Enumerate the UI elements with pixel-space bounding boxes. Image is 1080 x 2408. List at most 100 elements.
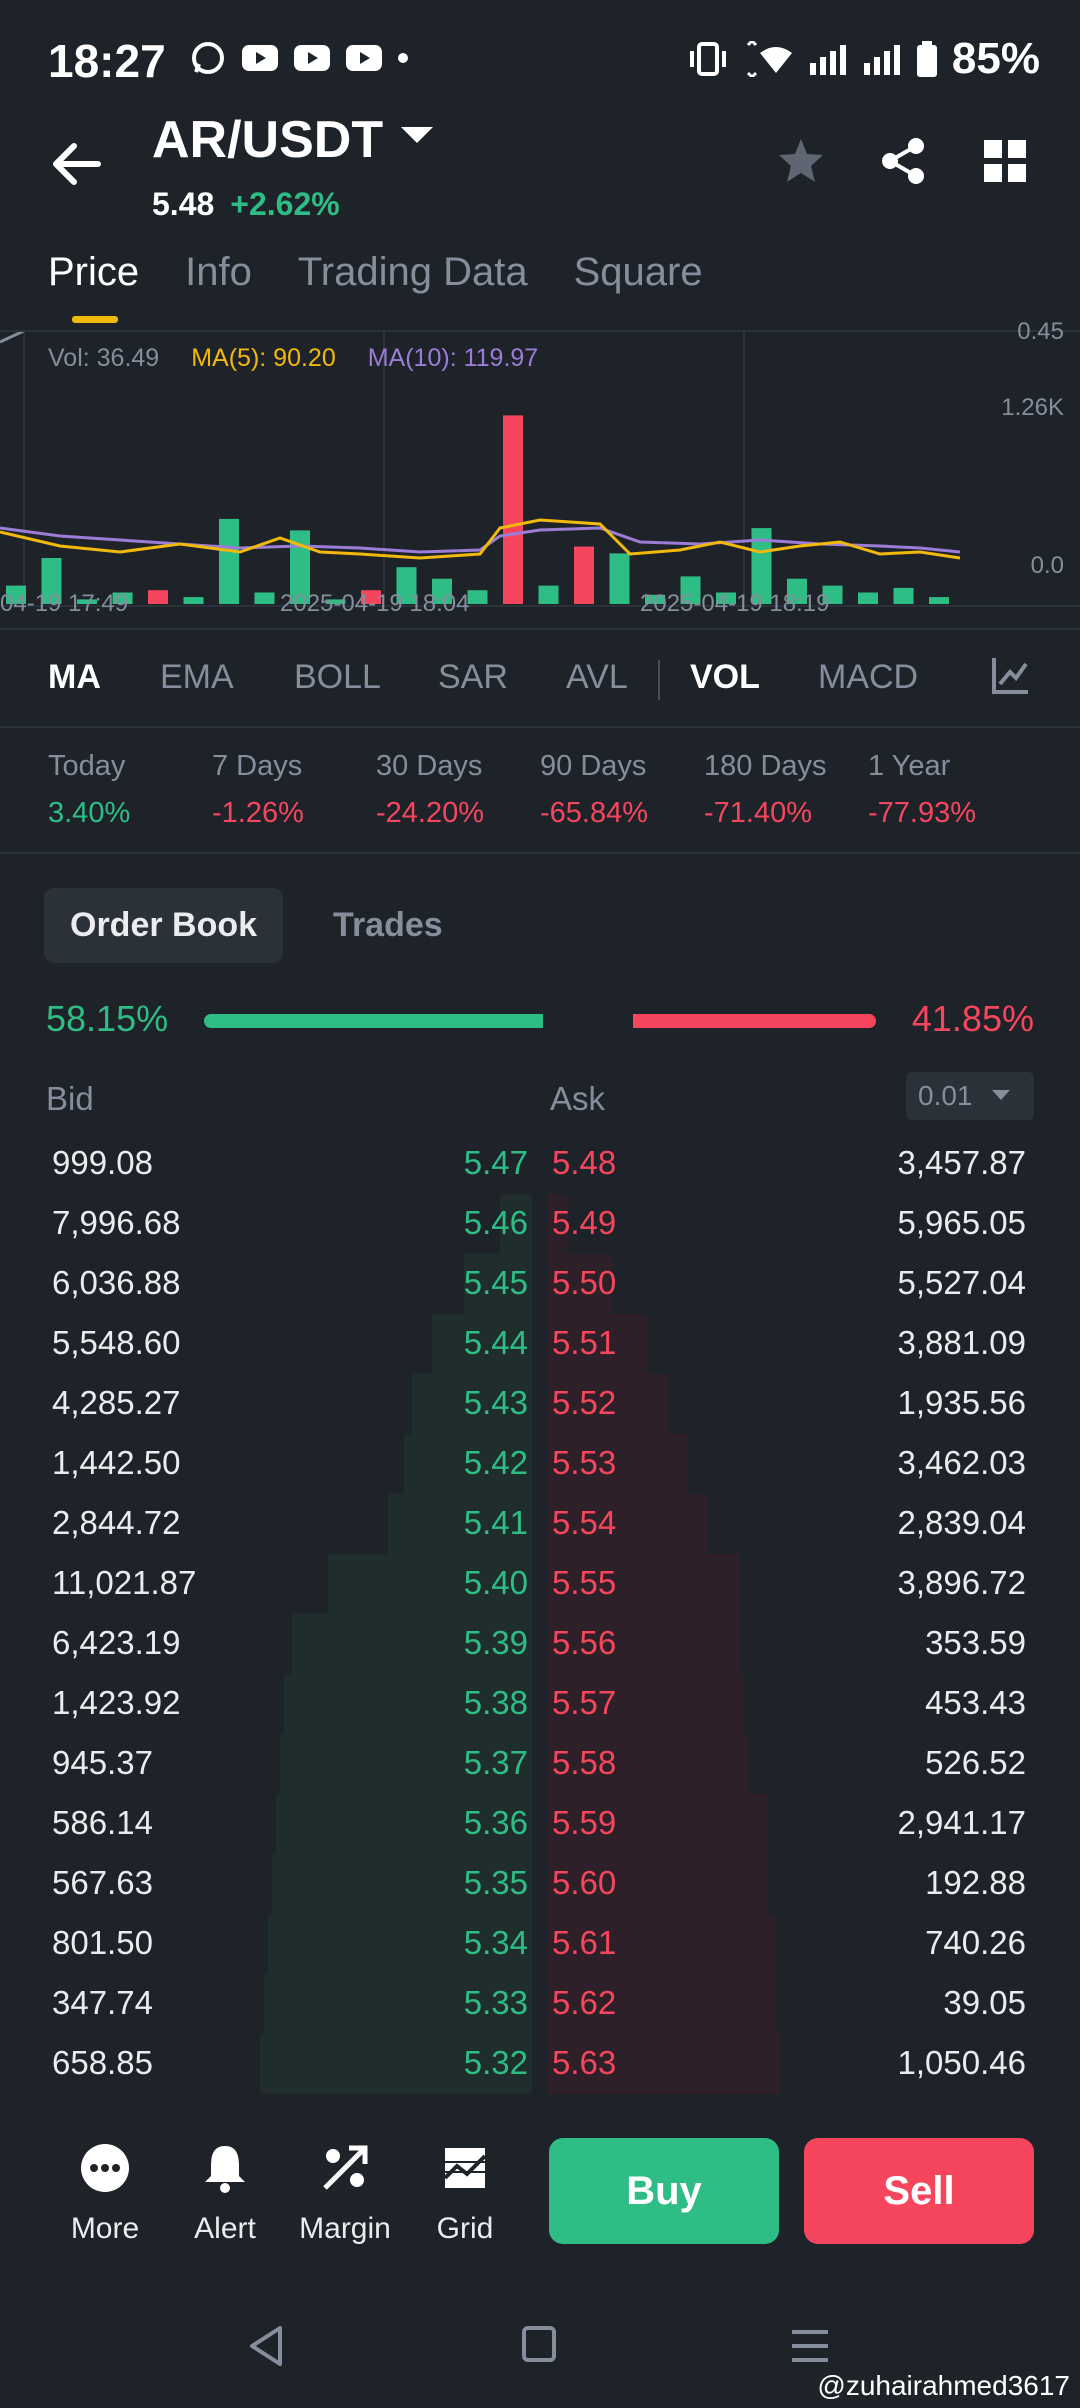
ask-price: 5.59 [552,1804,617,1841]
system-icons: 85% [686,34,1040,84]
star-icon[interactable] [776,136,826,186]
volume-bar [396,567,417,604]
ask-depth-bar [548,1254,612,1314]
bid-quantity: 5,548.60 [52,1324,181,1361]
period-value: -77.93% [868,797,977,829]
indicator-boll[interactable]: BOLL [294,658,381,696]
tab-order-book[interactable]: Order Book [44,888,284,963]
ask-depth-bar [548,1494,708,1554]
bid-price: 5.40 [463,1564,528,1601]
ask-depth-bar [548,1194,568,1254]
orderbook-row[interactable]: 801.50 5.34 5.61 740.26 [0,1914,1080,1974]
grid-bot-icon [443,2148,487,2188]
period-label: 7 Days [212,750,303,782]
orderbook-row[interactable]: 658.85 5.32 5.63 1,050.46 [0,2034,1080,2094]
tab-trading-data[interactable]: Trading Data [297,250,528,294]
volume-chart[interactable] [0,326,1080,630]
orderbook-row[interactable]: 999.08 5.47 5.48 3,457.87 [0,1134,1080,1194]
bid-price: 5.45 [463,1264,528,1301]
ask-price: 5.55 [552,1564,617,1601]
vibrate-icon [689,42,726,76]
ask-quantity: 1,935.56 [897,1384,1026,1421]
ask-depth-bar [548,1734,748,1794]
volume-bar [41,558,62,604]
nav-back-icon[interactable] [246,2324,286,2368]
ask-price: 5.53 [552,1444,617,1481]
bid-quantity: 6,423.19 [52,1624,181,1661]
orderbook-row[interactable]: 567.63 5.35 5.60 192.88 [0,1854,1080,1914]
nav-home-icon[interactable] [522,2326,556,2362]
volume-bar [929,597,949,604]
sell-button[interactable]: Sell [804,2138,1034,2244]
indicator-macd[interactable]: MACD [818,658,919,696]
wifi-icon [746,41,792,77]
bid-quantity: 7,996.68 [52,1204,181,1241]
orderbook-row[interactable]: 586.14 5.36 5.59 2,941.17 [0,1794,1080,1854]
orderbook-row[interactable]: 6,423.19 5.39 5.56 353.59 [0,1614,1080,1674]
grid-layout-icon[interactable] [980,136,1030,186]
orderbook-row[interactable]: 11,021.87 5.40 5.55 3,896.72 [0,1554,1080,1614]
volume-bar [183,597,204,604]
ask-depth-bar [548,1374,668,1434]
indicator-vol[interactable]: VOL [690,658,760,696]
pair-selector[interactable]: AR/USDT [152,110,434,170]
share-icon[interactable] [878,136,928,186]
orderbook-row[interactable]: 7,996.68 5.46 5.49 5,965.05 [0,1194,1080,1254]
action-bar: More Alert Margin Grid Buy Sell [0,2096,1080,2336]
tab-price[interactable]: Price [48,250,140,323]
whatsapp-icon [192,42,224,74]
battery-level: 85% [951,34,1040,83]
orderbook-row[interactable]: 2,844.72 5.41 5.54 2,839.04 [0,1494,1080,1554]
tab-square[interactable]: Square [573,250,703,294]
orderbook-row[interactable]: 6,036.88 5.45 5.50 5,527.04 [0,1254,1080,1314]
bid-depth-bar [264,1974,532,2034]
ask-quantity: 5,965.05 [897,1204,1026,1241]
ask-quantity: 192.88 [925,1864,1026,1901]
orderbook-row[interactable]: 5,548.60 5.44 5.51 3,881.09 [0,1314,1080,1374]
orderbook-row[interactable]: 347.74 5.33 5.62 39.05 [0,1974,1080,2034]
tab-info[interactable]: Info [185,250,252,294]
volume-bar [680,576,701,604]
bid-quantity: 945.37 [52,1744,153,1781]
margin-button[interactable]: Margin [290,2142,400,2246]
buy-button[interactable]: Buy [549,2138,779,2244]
indicator-sar[interactable]: SAR [438,658,508,696]
more-button[interactable]: More [50,2142,160,2246]
indicator-ema[interactable]: EMA [160,658,234,696]
ask-depth-bar [548,1974,776,2034]
pair-name: AR/USDT [152,111,384,169]
period-label: 1 Year [868,750,951,782]
chart-settings-icon[interactable] [990,656,1030,696]
volume-bar [609,553,630,604]
nav-recents-icon[interactable] [790,2326,830,2366]
ask-quantity: 2,941.17 [897,1804,1026,1841]
ask-quantity: 353.59 [925,1624,1026,1661]
orderbook-row[interactable]: 945.37 5.37 5.58 526.52 [0,1734,1080,1794]
period-30-days: 30 Days -24.20% [376,750,484,830]
bid-header: Bid [46,1080,94,1117]
bid-depth-bar [292,1614,532,1674]
volume-bar [325,599,346,604]
ask-depth-bar [548,1674,744,1734]
bid-price: 5.37 [463,1744,528,1781]
ask-depth-bar [548,1434,688,1494]
orderbook-row[interactable]: 1,423.92 5.38 5.57 453.43 [0,1674,1080,1734]
ask-depth-bar [548,1794,768,1854]
indicator-avl[interactable]: AVL [566,658,628,696]
orderbook-tabs: Order Book Trades [44,888,469,963]
tab-trades[interactable]: Trades [333,906,443,944]
alert-button[interactable]: Alert [170,2142,280,2246]
bid-price: 5.32 [463,2044,528,2081]
back-arrow-icon[interactable] [48,136,104,192]
precision-select[interactable]: 0.01 [906,1072,1034,1120]
grid-button[interactable]: Grid [410,2142,520,2246]
ask-price: 5.58 [552,1744,617,1781]
bell-icon [205,2146,245,2193]
volume-bar [787,578,807,604]
indicator-ma[interactable]: MA [48,658,101,696]
period-label: 90 Days [540,750,647,782]
orderbook-row[interactable]: 1,442.50 5.42 5.53 3,462.03 [0,1434,1080,1494]
chart-y-label-bottom: 0.0 [1030,552,1064,579]
orderbook-row[interactable]: 4,285.27 5.43 5.52 1,935.56 [0,1374,1080,1434]
bid-depth-bar [272,1854,532,1914]
